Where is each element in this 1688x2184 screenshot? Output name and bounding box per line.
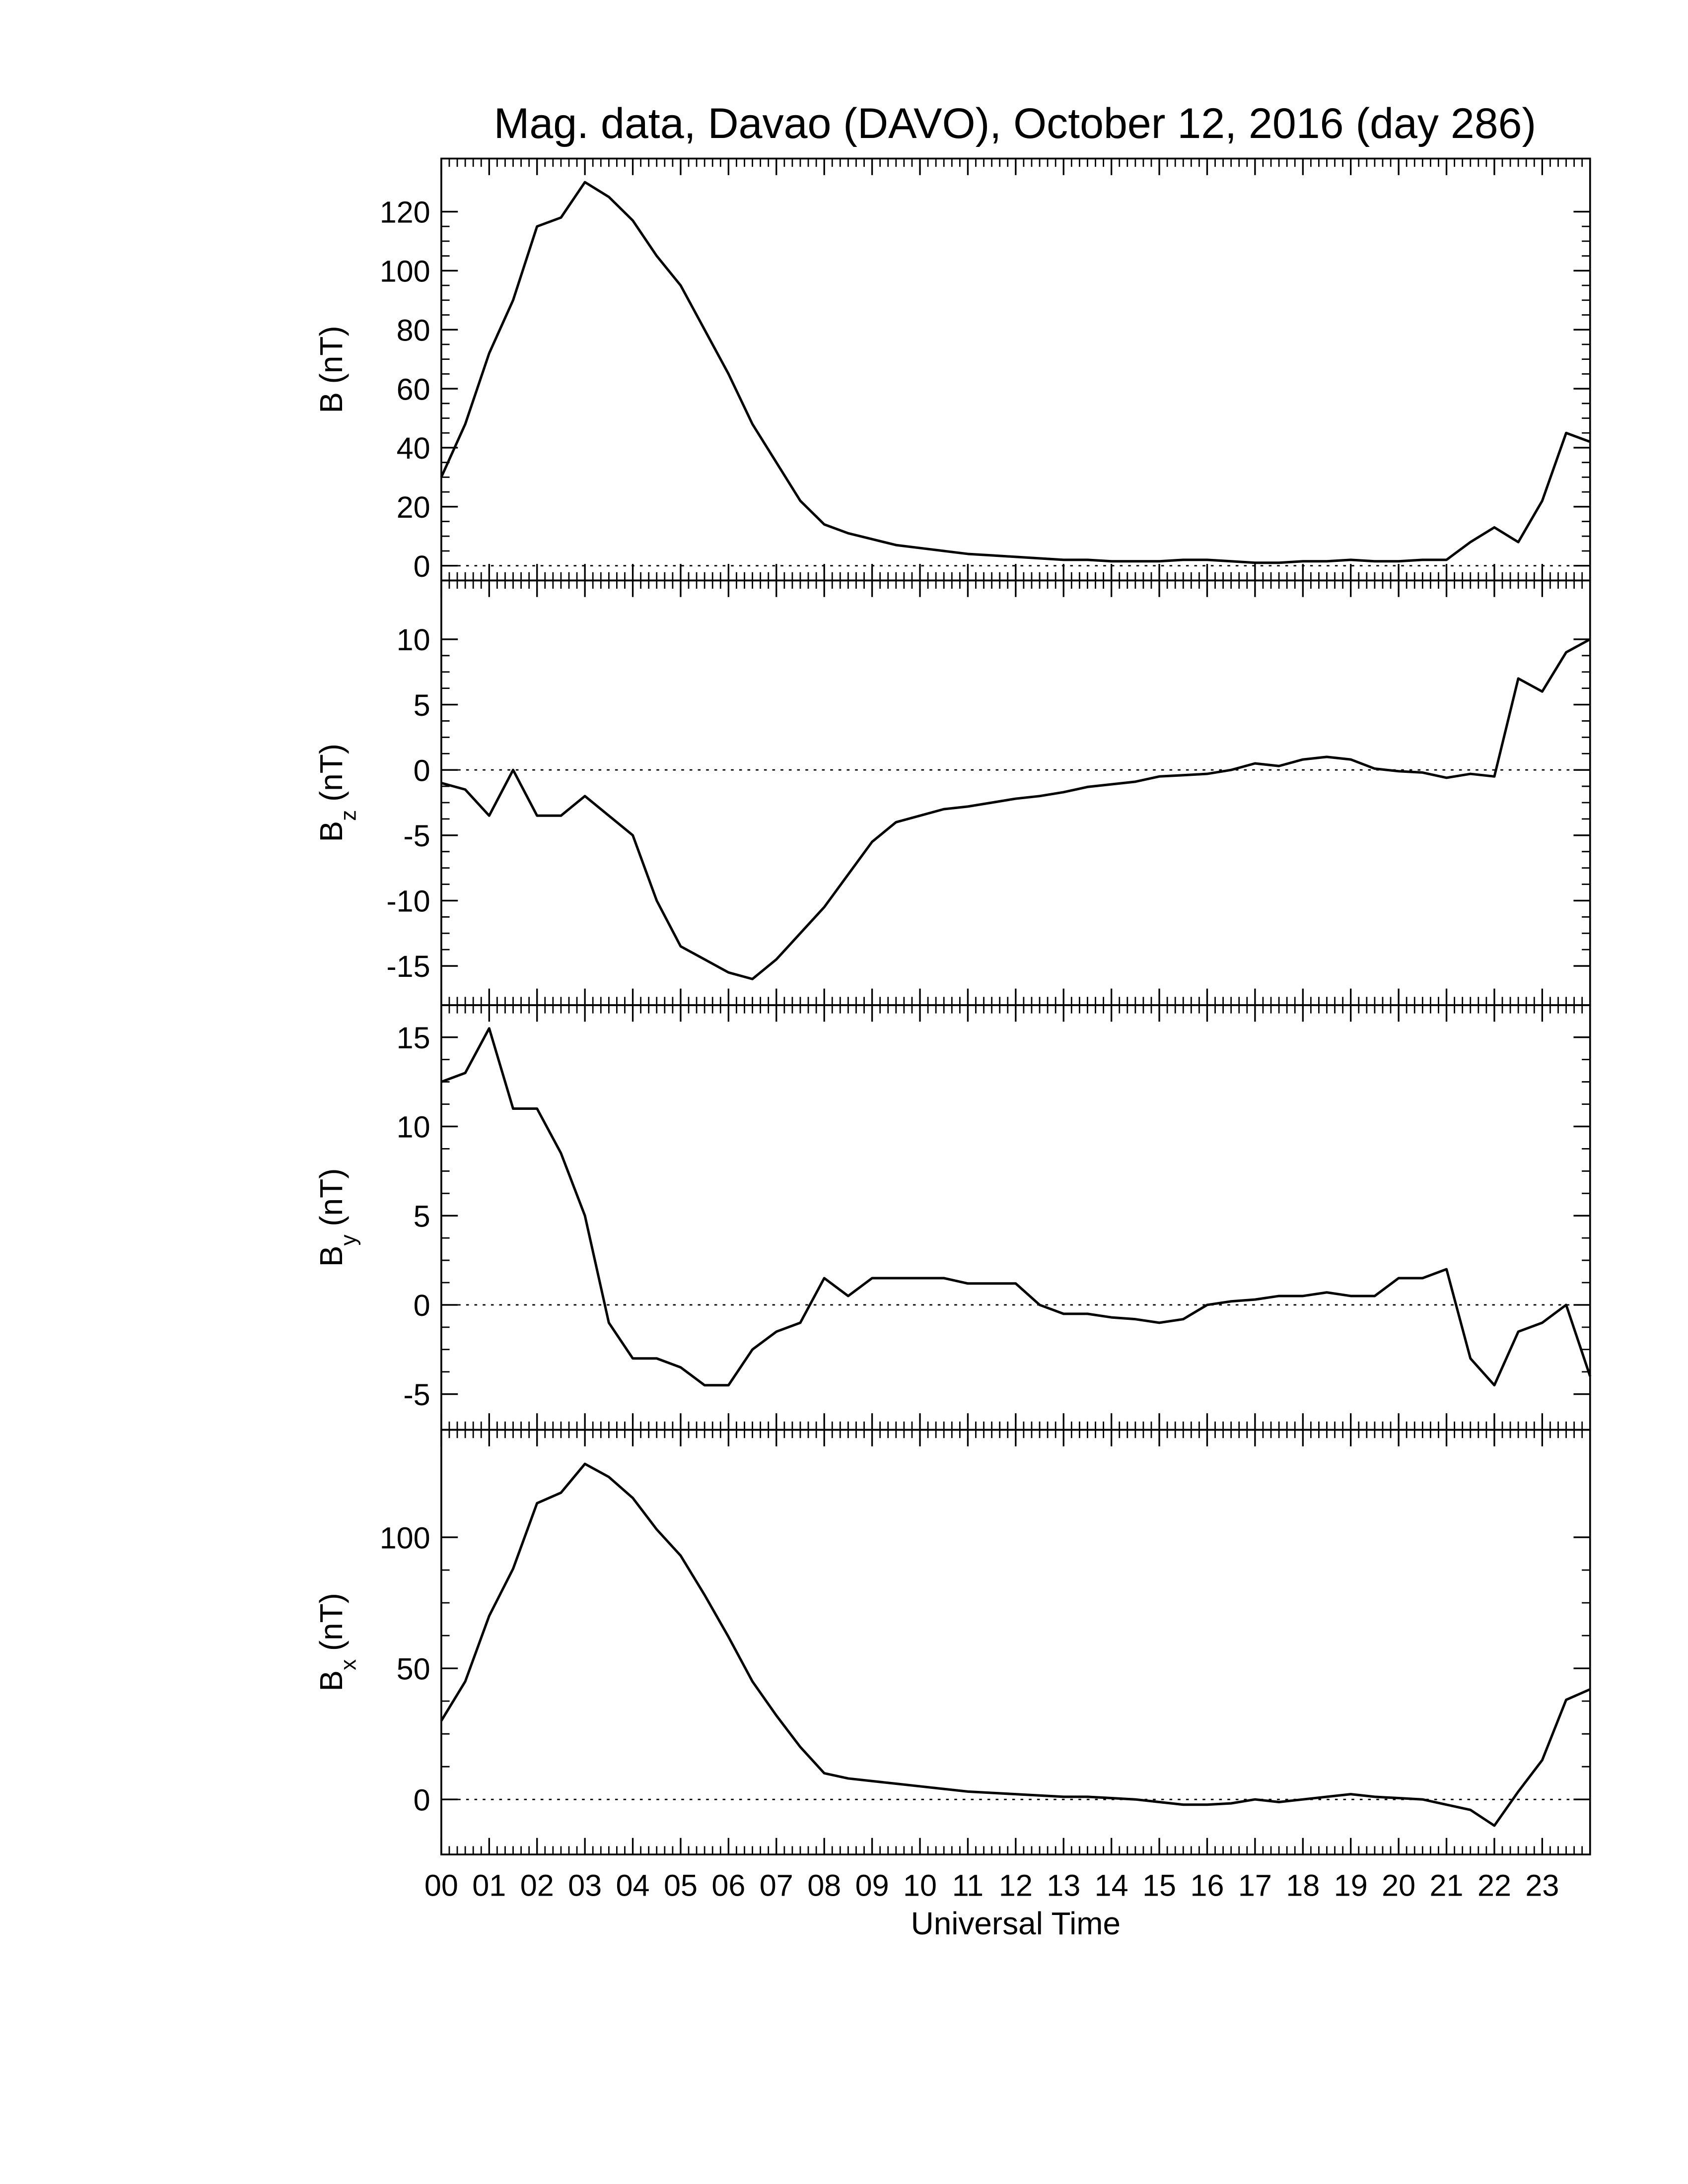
x-tick-label: 19 [1334,1868,1368,1902]
y-tick-label: 10 [397,623,430,657]
data-line [440,181,1591,564]
x-tick-label: 10 [903,1868,937,1902]
x-tick-label: 04 [616,1868,650,1902]
y-axis-label: By (nT) [313,1168,361,1267]
x-tick-label: 16 [1190,1868,1224,1902]
y-tick-label: 50 [397,1652,430,1686]
y-label-unit: (nT) [313,1168,349,1226]
x-tick-label: 09 [855,1868,889,1902]
x-tick-label: 22 [1477,1868,1511,1902]
y-tick-label: -5 [403,1378,430,1412]
x-tick-label: 17 [1238,1868,1272,1902]
y-label-subscript: y [337,1234,361,1245]
x-tick-label: 20 [1382,1868,1415,1902]
y-label-subscript: x [337,1659,361,1670]
y-axis-label: Bz (nT) [313,744,361,842]
y-label-unit: (nT) [313,1593,349,1651]
y-axis-label: B (nT) [313,326,349,413]
x-tick-label: 06 [711,1868,745,1902]
plot-frame [440,157,1591,582]
y-tick-label: 0 [414,753,430,787]
plot-frame [440,1004,1591,1431]
y-tick-label: 100 [380,1521,430,1555]
y-axis-label: Bx (nT) [313,1593,361,1692]
x-tick-label: 14 [1095,1868,1128,1902]
x-tick-label: 05 [664,1868,698,1902]
x-tick-label: 02 [520,1868,554,1902]
x-tick-label: 21 [1430,1868,1464,1902]
x-tick-label: 08 [807,1868,841,1902]
y-label-symbol: B [313,821,349,842]
x-tick-label: 18 [1286,1868,1320,1902]
y-tick-label: -15 [386,950,430,983]
y-tick-label: 15 [397,1021,430,1055]
x-axis-label: Universal Time [911,1906,1121,1941]
x-tick-label: 03 [568,1868,602,1902]
data-line [440,1462,1591,1827]
y-tick-label: 100 [380,255,430,288]
x-tick-label: 00 [424,1868,458,1902]
plot-frame [440,579,1591,1006]
y-label-unit: (nT) [313,744,349,802]
x-tick-label: 13 [1047,1868,1080,1902]
y-tick-label: 20 [397,490,430,524]
y-label-subscript: z [337,810,361,821]
x-tick-label: 15 [1142,1868,1176,1902]
y-tick-label: 40 [397,431,430,465]
y-tick-label: 10 [397,1110,430,1144]
y-label-symbol: B [313,1245,349,1267]
y-tick-label: -5 [403,819,430,853]
y-tick-label: 0 [414,549,430,583]
data-line [441,638,1591,980]
y-tick-label: 80 [397,313,430,347]
x-tick-label: 07 [760,1868,793,1902]
x-tick-label: 12 [999,1868,1033,1902]
x-tick-label: 01 [472,1868,506,1902]
y-tick-label: 120 [380,196,430,229]
y-tick-label: 0 [414,1783,430,1817]
y-tick-label: 0 [414,1289,430,1322]
y-label-symbol: B [313,392,349,413]
x-tick-label: 23 [1525,1868,1559,1902]
y-tick-label: 5 [414,1199,430,1233]
data-line [441,1027,1592,1387]
y-label-symbol: B [313,1670,349,1692]
y-tick-label: 60 [397,372,430,406]
y-label-unit: (nT) [313,326,349,384]
chart-title: Mag. data, Davao (DAVO), October 12, 201… [494,100,1537,147]
x-tick-label: 11 [952,1868,984,1902]
plot-frame [440,1429,1591,1855]
y-tick-label: 5 [414,688,430,722]
y-tick-label: -10 [386,885,430,918]
